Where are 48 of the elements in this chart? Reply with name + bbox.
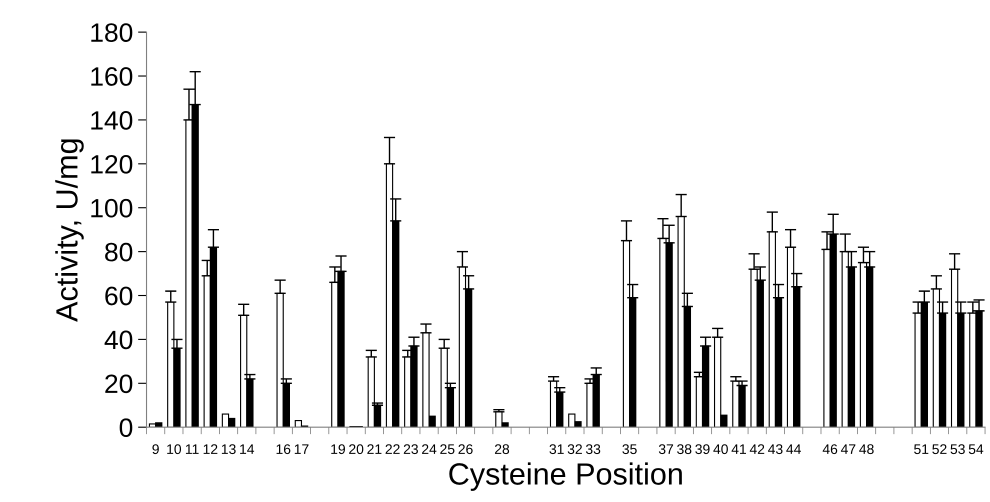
- y-tick-label: 180: [91, 23, 132, 42]
- x-tick-label: 21: [367, 444, 382, 454]
- x-tick-label: 22: [386, 444, 400, 454]
- x-tick-label: 38: [677, 444, 692, 454]
- x-tick-label: 23: [404, 444, 418, 454]
- y-tick-label: 120: [91, 154, 132, 174]
- x-tick-label: 32: [568, 444, 582, 454]
- x-tick-label: 11: [186, 444, 199, 454]
- x-tick-label: 47: [840, 444, 856, 454]
- x-tick-label: 19: [331, 444, 345, 454]
- x-tick-label: 26: [458, 444, 473, 454]
- y-tick-label: 60: [105, 286, 132, 306]
- x-tick-label: 16: [276, 444, 290, 454]
- y-tick-label: 40: [104, 330, 132, 350]
- x-tick-label: 35: [622, 444, 637, 454]
- x-tick-label: 10: [167, 444, 182, 454]
- x-tick-label: 25: [440, 444, 454, 454]
- x-axis-title: Cysteine Position: [449, 462, 682, 491]
- x-tick-label: 41: [732, 444, 746, 454]
- y-tick-label: 100: [91, 198, 132, 218]
- x-tick-label: 39: [695, 444, 710, 454]
- y-tick-label: 160: [91, 67, 132, 86]
- y-axis-title: Activity, U/mg: [55, 139, 84, 322]
- x-tick-label: 13: [222, 444, 236, 454]
- x-tick-label: 48: [859, 444, 874, 454]
- x-tick-label: 17: [294, 444, 308, 454]
- x-tick-label: 52: [932, 444, 947, 454]
- x-tick-label: 12: [204, 444, 218, 454]
- x-tick-label: 42: [750, 444, 764, 454]
- x-tick-label: 33: [586, 444, 600, 454]
- x-tick-label: 54: [968, 444, 984, 454]
- y-tick-label: 0: [120, 418, 132, 438]
- x-tick-label: 20: [349, 444, 364, 454]
- x-tick-label: 40: [713, 444, 728, 454]
- x-tick-label: 43: [768, 444, 783, 454]
- x-tick-label: 28: [494, 444, 510, 454]
- x-tick-label: 14: [240, 444, 254, 454]
- x-tick-label: 44: [786, 444, 801, 454]
- x-tick-label: 51: [914, 444, 928, 454]
- y-tick-label: 140: [91, 111, 132, 130]
- y-tick-label: 80: [105, 242, 132, 262]
- x-tick-label: 9: [152, 444, 159, 454]
- y-tick-label: 20: [105, 374, 132, 394]
- x-tick-label: 24: [422, 444, 436, 454]
- x-tick-label: 46: [822, 444, 838, 454]
- x-tick-label: 53: [950, 444, 965, 454]
- x-tick-label: 37: [658, 444, 674, 454]
- x-tick-label: 31: [549, 444, 564, 454]
